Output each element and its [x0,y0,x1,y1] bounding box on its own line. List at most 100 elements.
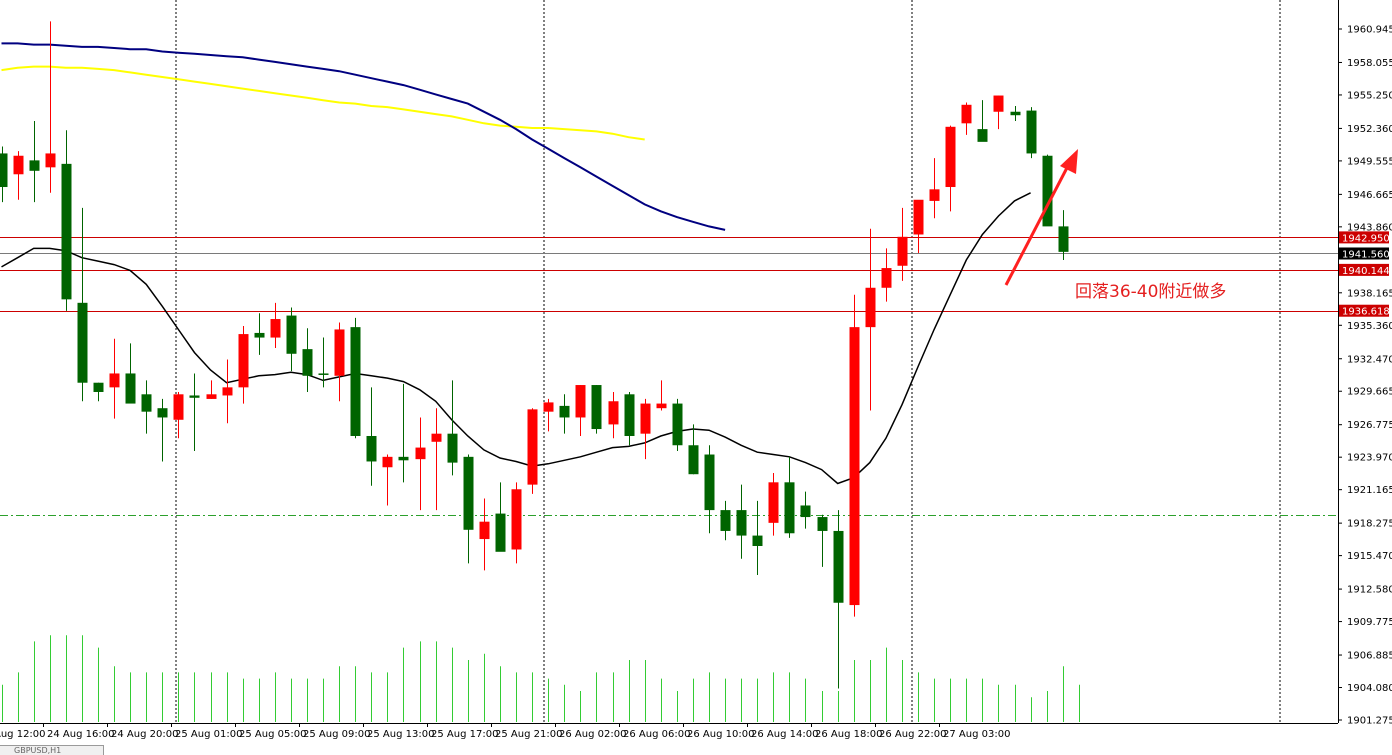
candle-body [736,510,747,536]
candle-body [463,456,474,530]
candle [398,383,409,483]
candle-body [447,433,458,463]
candle [157,398,168,462]
candle [817,514,828,567]
candle [575,385,586,436]
ma-long-line [1,65,645,141]
y-tick-label: 1926.775 [1347,420,1392,431]
candle-body [141,394,152,412]
x-tick-label: 26 Aug 06:00 [623,729,690,740]
candle [189,373,200,452]
candle-body [398,456,409,461]
candle [833,510,844,689]
candle-body [993,95,1004,112]
ma-layer [1,42,1031,485]
candle-body [640,403,651,434]
candle-body [45,153,56,168]
candle [543,398,554,432]
candle-body [1042,155,1053,227]
candle-body [1058,226,1069,252]
candle-body [575,385,586,418]
price-box-label: 1941.560 [1342,249,1390,260]
candle [286,307,297,372]
y-tick-label: 1938.165 [1347,288,1392,299]
candle [302,328,313,392]
candle-body [125,373,136,404]
candle-body [768,482,779,523]
price-box [1339,231,1389,244]
candle-body [833,530,844,603]
candle-body [591,385,602,430]
candle-body [61,163,72,300]
y-tick-label: 1912.580 [1347,585,1392,596]
candle [479,498,490,571]
price-box-label: 1942.950 [1342,233,1390,244]
price-box [1339,247,1389,260]
candle [1058,210,1069,260]
candle [752,500,763,575]
x-tick-label: 24 Aug 20:00 [111,729,178,740]
candle-layer [0,21,1069,689]
volume-layer [2,635,1080,722]
candle-body [415,447,426,460]
candle-body [254,332,265,338]
candle-body [238,334,249,388]
candle-body [382,456,393,468]
candle-body [0,153,8,188]
candle [141,380,152,434]
y-tick-label: 1932.470 [1347,354,1392,365]
x-tick-label: 26 Aug 14:00 [751,729,818,740]
candle [656,380,667,411]
candle [672,398,683,452]
candle [1026,107,1037,159]
candle-body [109,373,120,388]
candle-body [800,505,811,518]
candle-body [543,402,554,412]
x-tick-label: 26 Aug 10:00 [687,729,754,740]
candle [334,322,345,402]
candle [382,454,393,506]
candle [688,424,699,475]
x-tick-label: 26 Aug 02:00 [559,729,626,740]
candle [318,337,329,388]
candle [704,445,715,534]
y-tick-label: 1960.945 [1347,25,1392,36]
candle-body [173,394,184,420]
candle-body [479,521,490,540]
candle [431,408,442,511]
candle [608,391,619,439]
candle [29,121,40,203]
symbol-tab[interactable]: GBPUSD,H1 [0,745,104,755]
candle [511,482,522,564]
x-tick-label: 26 Aug 22:00 [879,729,946,740]
candle [720,500,731,541]
candle [13,151,24,200]
candle [800,491,811,529]
candle [945,125,956,212]
candle-body [720,510,731,531]
candle-body [977,129,988,142]
candle-body [784,482,795,534]
y-tick-label: 1909.775 [1347,617,1392,628]
candle-body [849,327,860,606]
x-tick-label: 24 Aug 16:00 [47,729,114,740]
hline-layer [0,237,1338,516]
candle [559,394,570,434]
candle-body [93,382,104,392]
candle [0,146,8,203]
y-tick-label: 1958.055 [1347,58,1392,69]
ma-mid-line [1,42,726,231]
x-tick-label: 25 Aug 17:00 [431,729,498,740]
price-box-label: 1940.144 [1342,266,1390,277]
candle [463,454,474,564]
candle-body [511,489,522,550]
x-tick-label: Aug 12:00 [0,729,46,740]
candle [109,338,120,419]
candle-body [624,394,635,436]
candle [125,343,136,404]
candle [270,302,281,348]
y-tick-label: 1955.250 [1347,90,1392,101]
price-box-label: 1936.618 [1342,307,1390,318]
